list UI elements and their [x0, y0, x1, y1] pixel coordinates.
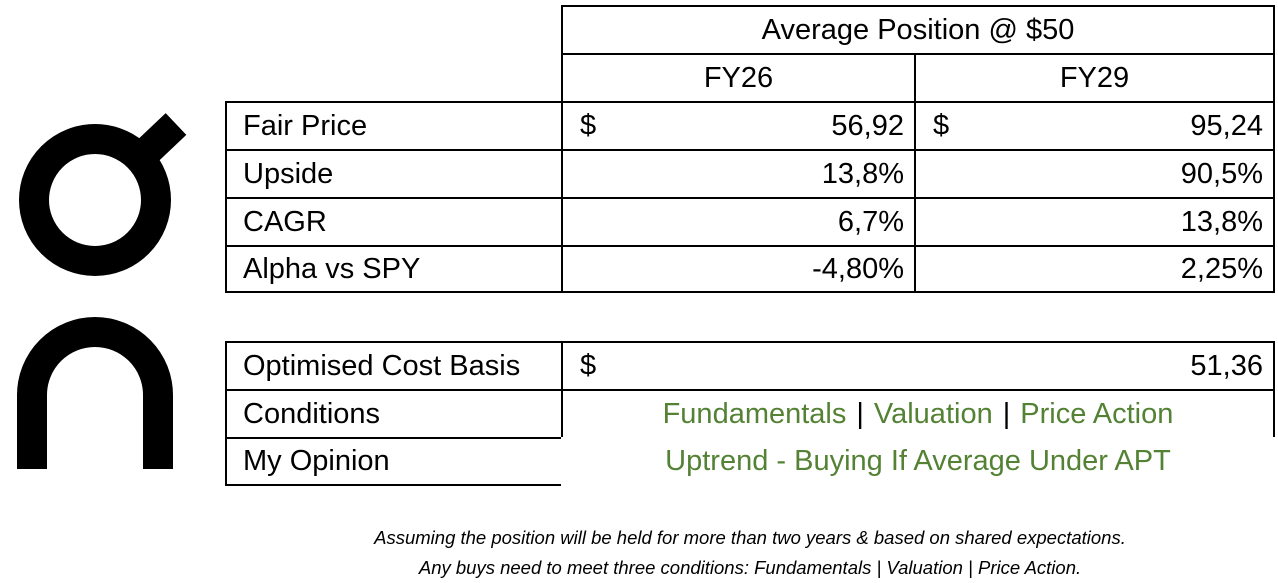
cost-basis-value: 51,36 — [1190, 349, 1263, 382]
row-label-my-opinion: My Opinion — [225, 437, 563, 486]
row-label-cost-basis: Optimised Cost Basis — [225, 341, 563, 391]
column-header-fy29: FY29 — [914, 53, 1275, 103]
condition-separator: | — [856, 397, 864, 430]
cost-basis-value-cell: $ 51,36 — [561, 341, 1275, 391]
brand-logo-icon — [17, 113, 187, 469]
row-label-cagr: CAGR — [225, 197, 563, 247]
condition-separator: | — [1002, 397, 1011, 430]
cagr-fy26: 6,7% — [561, 197, 916, 247]
conditions-value-cell: Fundamentals | Valuation | Price Action — [561, 389, 1275, 439]
alpha-fy29: 2,25% — [914, 245, 1275, 293]
opinion-value: Uptrend - Buying If Average Under APT — [561, 437, 1275, 486]
fair-price-fy29: $ 95,24 — [914, 101, 1275, 151]
upside-fy26: 13,8% — [561, 149, 916, 199]
footnote-line-2: Any buys need to meet three conditions: … — [418, 557, 1082, 578]
row-label-upside: Upside — [225, 149, 563, 199]
row-label-conditions: Conditions — [225, 389, 563, 439]
condition-valuation: Valuation — [873, 397, 993, 430]
footnote-line-1: Assuming the position will be held for m… — [374, 527, 1126, 548]
fair-price-fy26: $ 56,92 — [561, 101, 916, 151]
row-label-alpha-vs-spy: Alpha vs SPY — [225, 245, 563, 293]
currency-symbol: $ — [580, 109, 597, 142]
alpha-fy26: -4,80% — [561, 245, 916, 293]
row-label-fair-price: Fair Price — [225, 101, 563, 151]
currency-symbol: $ — [933, 109, 950, 142]
cagr-fy29: 13,8% — [914, 197, 1275, 247]
table-title: Average Position @ $50 — [561, 5, 1275, 55]
condition-price-action: Price Action — [1020, 397, 1174, 430]
condition-fundamentals: Fundamentals — [662, 397, 847, 430]
currency-symbol: $ — [580, 349, 597, 382]
fair-price-fy26-value: 56,92 — [831, 109, 904, 142]
fair-price-fy29-value: 95,24 — [1190, 109, 1263, 142]
upside-fy29: 90,5% — [914, 149, 1275, 199]
column-header-fy26: FY26 — [561, 53, 916, 103]
